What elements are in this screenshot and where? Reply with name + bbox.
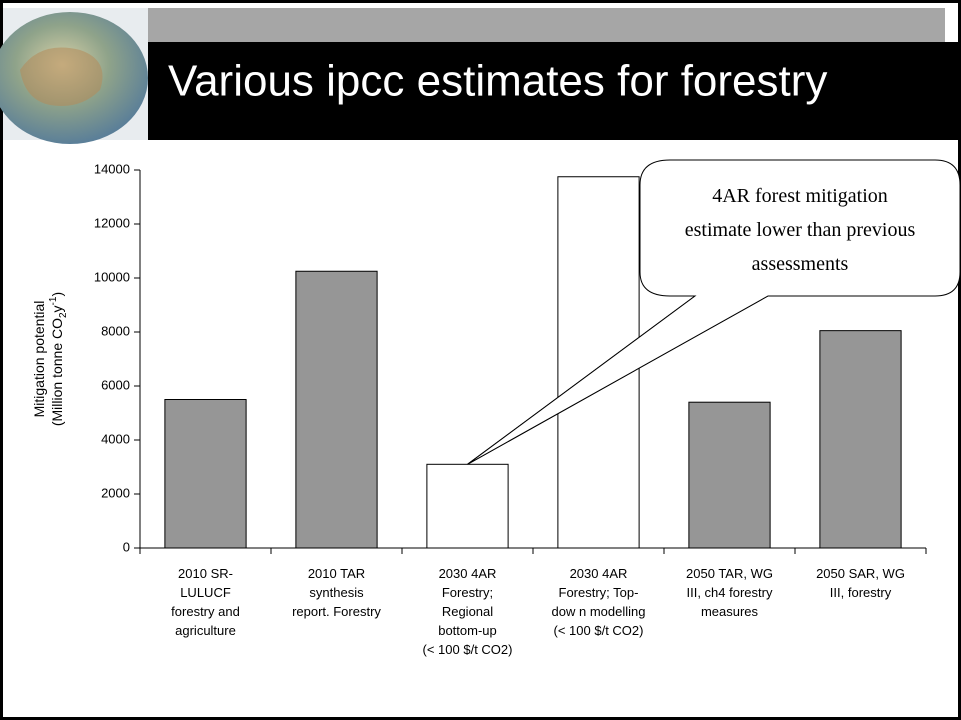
x-tick-label: 2050 TAR, WG <box>686 566 773 581</box>
slide: Various ipcc estimates for forestry 0 200… <box>0 0 961 720</box>
annotation: assessments <box>752 253 849 275</box>
y-label-line: Mitigation potential <box>31 301 47 418</box>
x-tick-label: 2030 4AR <box>570 566 628 581</box>
x-tick-label: Forestry; <box>442 585 493 600</box>
x-tick-label: dow n modelling <box>552 604 646 619</box>
y-tick-label: 0 <box>123 539 130 554</box>
y-label-part: ) <box>49 292 65 297</box>
x-tick-label: Regional <box>442 604 493 619</box>
y-axis-label: Mitigation potential(Million tonne CO2y-… <box>31 292 69 426</box>
y-tick-label: 10000 <box>94 269 130 284</box>
y-tick-label: 2000 <box>101 485 130 500</box>
x-tick-label: III, forestry <box>830 585 892 600</box>
x-tick-label: 2010 SR- <box>178 566 233 581</box>
x-tick-label: agriculture <box>175 623 236 638</box>
y-label-line: (Million tonne CO <box>49 318 65 426</box>
bar <box>296 271 377 548</box>
bar <box>820 331 901 548</box>
y-label-part: y <box>49 305 65 312</box>
x-tick-label: LULUCF <box>180 585 231 600</box>
x-tick-label: Forestry; Top- <box>559 585 639 600</box>
annotation: estimate lower than previous <box>685 219 916 241</box>
x-tick-label: (< 100 $/t CO2) <box>554 623 644 638</box>
bar <box>165 400 246 549</box>
x-tick-label: synthesis <box>309 585 364 600</box>
x-tick-label: 2030 4AR <box>439 566 497 581</box>
x-tick-label: 2050 SAR, WG <box>816 566 905 581</box>
x-tick-label: measures <box>701 604 759 619</box>
header-band <box>148 8 945 42</box>
y-tick-label: 4000 <box>101 431 130 446</box>
bar <box>689 402 770 548</box>
slide-title: Various ipcc estimates for forestry <box>168 57 827 106</box>
x-tick-label: III, ch4 forestry <box>687 585 773 600</box>
y-tick-label: 12000 <box>94 215 130 230</box>
y-tick-label: 8000 <box>101 323 130 338</box>
x-tick-label: (< 100 $/t CO2) <box>423 642 513 657</box>
y-tick-label: 6000 <box>101 377 130 392</box>
x-tick-label: forestry and <box>171 604 240 619</box>
y-tick-label: 14000 <box>94 161 130 176</box>
x-tick-label: report. Forestry <box>292 604 381 619</box>
annotation: 4AR forest mitigation <box>712 185 888 207</box>
x-tick-label: bottom-up <box>438 623 497 638</box>
x-tick-label: 2010 TAR <box>308 566 365 581</box>
bar <box>427 464 508 548</box>
